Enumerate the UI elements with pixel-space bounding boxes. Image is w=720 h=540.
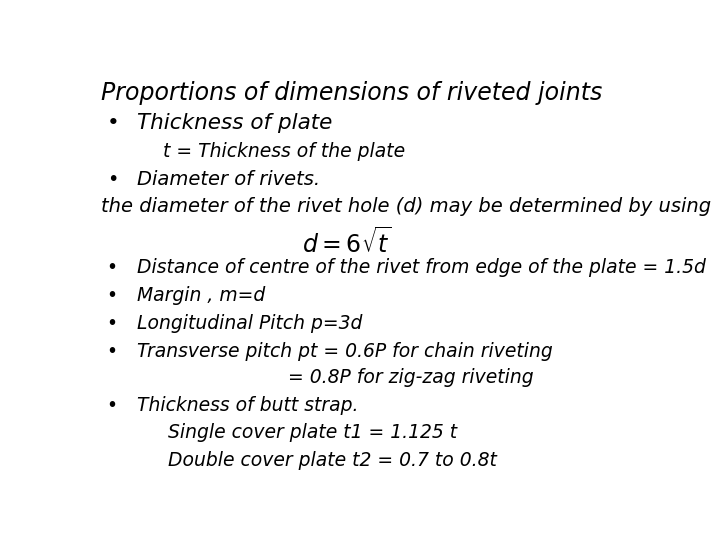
Text: •: • bbox=[107, 396, 118, 415]
Text: Diameter of rivets.: Diameter of rivets. bbox=[138, 170, 320, 188]
Text: Margin , m=d: Margin , m=d bbox=[138, 286, 266, 305]
Text: •: • bbox=[107, 342, 118, 361]
Text: the diameter of the rivet hole (d) may be determined by using: the diameter of the rivet hole (d) may b… bbox=[101, 197, 711, 216]
Text: Distance of centre of the rivet from edge of the plate = 1.5d: Distance of centre of the rivet from edg… bbox=[138, 258, 706, 277]
Text: •: • bbox=[107, 286, 118, 305]
Text: •: • bbox=[107, 314, 118, 333]
Text: •: • bbox=[107, 113, 120, 133]
Text: •: • bbox=[107, 170, 118, 188]
Text: Thickness of butt strap.: Thickness of butt strap. bbox=[138, 396, 359, 415]
Text: Single cover plate t1 = 1.125 t: Single cover plate t1 = 1.125 t bbox=[168, 423, 457, 442]
Text: Thickness of plate: Thickness of plate bbox=[138, 113, 333, 133]
Text: Transverse pitch pt = 0.6P for chain riveting: Transverse pitch pt = 0.6P for chain riv… bbox=[138, 342, 553, 361]
Text: •: • bbox=[107, 258, 118, 277]
Text: Double cover plate t2 = 0.7 to 0.8t: Double cover plate t2 = 0.7 to 0.8t bbox=[168, 451, 497, 470]
Text: t = Thickness of the plate: t = Thickness of the plate bbox=[163, 141, 405, 161]
Text: Proportions of dimensions of riveted joints: Proportions of dimensions of riveted joi… bbox=[101, 82, 603, 105]
Text: Longitudinal Pitch p=3d: Longitudinal Pitch p=3d bbox=[138, 314, 363, 333]
Text: = 0.8P for zig-zag riveting: = 0.8P for zig-zag riveting bbox=[288, 368, 534, 387]
Text: $d = 6\sqrt{t}$: $d = 6\sqrt{t}$ bbox=[302, 228, 392, 258]
